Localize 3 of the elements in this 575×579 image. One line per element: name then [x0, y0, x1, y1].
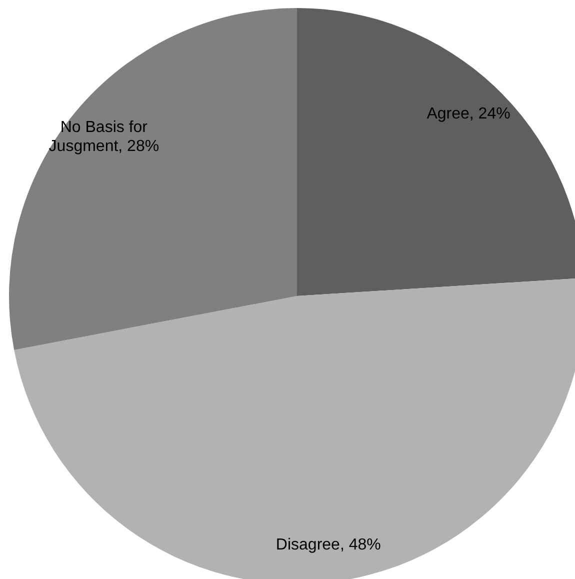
slice-label: No Basis for Jusgment, 28%	[48, 118, 160, 154]
slice-label: Disagree, 48%	[276, 536, 381, 554]
slice-label: Agree, 24%	[426, 104, 510, 122]
